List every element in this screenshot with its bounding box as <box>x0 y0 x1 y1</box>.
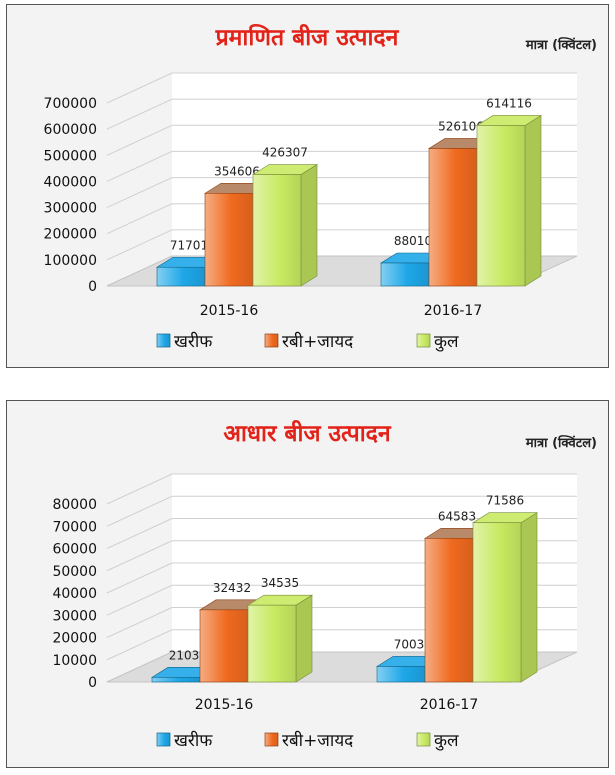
chart-panel-certified-seed: प्रमाणित बीज उत्पादन मात्रा (क्विंटल) 0 1… <box>6 4 609 368</box>
legend-swatch <box>264 732 279 747</box>
data-label-kharif: 7003 <box>394 637 425 651</box>
gridline-side <box>106 229 173 261</box>
y-tick-label: 0 <box>88 279 97 295</box>
legend-swatch <box>264 333 279 348</box>
gridline-side <box>106 124 173 156</box>
data-label-total: 34535 <box>261 576 299 590</box>
y-tick-label: 40000 <box>52 586 97 602</box>
gridline-side <box>106 584 173 616</box>
legend: खरीफ रबी+जायद कुल <box>156 331 459 352</box>
y-tick-label: 80000 <box>52 497 97 513</box>
data-label-rabi: 354606 <box>214 164 260 178</box>
legend-label: कुल <box>434 731 459 751</box>
bar-total-2015-16 <box>251 164 319 287</box>
x-tick-label: 2015-16 <box>195 697 254 713</box>
x-tick-label: 2015-16 <box>200 303 259 319</box>
y-tick-label: 10000 <box>52 653 97 669</box>
legend-label: खरीफ <box>174 730 213 751</box>
gridline-side <box>106 629 173 661</box>
y-tick-label: 60000 <box>52 542 97 558</box>
x-tick-label: 2016-17 <box>424 303 483 319</box>
legend-swatch <box>416 732 431 747</box>
legend-label: कुल <box>434 332 459 352</box>
y-tick-label: 30000 <box>52 608 97 624</box>
chart-title: प्रमाणित बीज उत्पादन <box>215 23 400 51</box>
gridline-side <box>106 98 173 130</box>
data-label-rabi: 64583 <box>438 509 476 523</box>
y-tick-label: 200000 <box>44 227 97 243</box>
gridline-side <box>106 495 173 527</box>
legend-swatch <box>156 732 171 747</box>
legend-item-kharif: खरीफ <box>156 730 213 751</box>
gridline-side <box>106 72 173 104</box>
y-tick-label: 70000 <box>52 519 97 535</box>
gridline-side <box>106 150 173 182</box>
gridline-side <box>106 473 173 505</box>
legend-swatch <box>416 333 431 348</box>
data-label-kharif: 88010 <box>394 234 432 248</box>
gridline-side <box>106 562 173 594</box>
gridline-side <box>106 540 173 572</box>
data-label-total: 426307 <box>262 146 308 160</box>
bar-total-2016-17 <box>471 512 539 683</box>
y-tick-label: 600000 <box>44 122 97 138</box>
gridline-side <box>106 177 173 209</box>
unit-label: मात्रा (क्विंटल) <box>525 36 597 53</box>
gridline-side <box>106 518 173 549</box>
y-tick-label: 100000 <box>44 253 97 269</box>
y-tick-label: 0 <box>88 675 97 691</box>
chart-foundation-seed-production: आधार बीज उत्पादन मात्रा (क्विंटल) 0 10000… <box>52 419 597 751</box>
chart-certified-seed-production: प्रमाणित बीज उत्पादन मात्रा (क्विंटल) 0 1… <box>44 23 597 352</box>
legend-item-kharif: खरीफ <box>156 331 213 352</box>
data-label-total: 71586 <box>486 494 524 508</box>
legend-label: खरीफ <box>174 331 213 352</box>
legend-swatch <box>156 333 171 348</box>
y-tick-label: 20000 <box>52 631 97 647</box>
legend-item-rabi: रबी+जायद <box>264 730 354 751</box>
unit-label: मात्रा (क्विंटल) <box>525 434 597 451</box>
y-tick-label: 700000 <box>44 96 97 112</box>
legend-label: रबी+जायद <box>282 331 354 352</box>
gridline-side <box>106 203 173 235</box>
y-tick-label: 50000 <box>52 564 97 580</box>
legend-label: रबी+जायद <box>282 730 354 751</box>
y-tick-label: 400000 <box>44 174 97 190</box>
data-label-kharif: 71701 <box>170 238 208 252</box>
y-tick-label: 300000 <box>44 201 97 217</box>
legend-item-total: कुल <box>416 332 459 352</box>
chart-title: आधार बीज उत्पादन <box>223 419 392 447</box>
legend: खरीफ रबी+जायद कुल <box>156 730 459 751</box>
gridline-side <box>106 607 173 638</box>
x-tick-label: 2016-17 <box>420 697 479 713</box>
bar-total-2015-16 <box>246 594 314 683</box>
data-label-total: 614116 <box>486 96 532 110</box>
legend-item-total: कुल <box>416 731 459 751</box>
legend-item-rabi: रबी+जायद <box>264 331 354 352</box>
chart-panel-foundation-seed: आधार बीज उत्पादन मात्रा (क्विंटल) 0 10000… <box>6 400 609 768</box>
bar-total-2016-17 <box>475 114 543 287</box>
data-label-rabi: 32432 <box>213 581 251 595</box>
data-label-rabi: 526106 <box>438 119 484 133</box>
y-tick-label: 500000 <box>44 148 97 164</box>
data-label-kharif: 2103 <box>169 648 200 662</box>
